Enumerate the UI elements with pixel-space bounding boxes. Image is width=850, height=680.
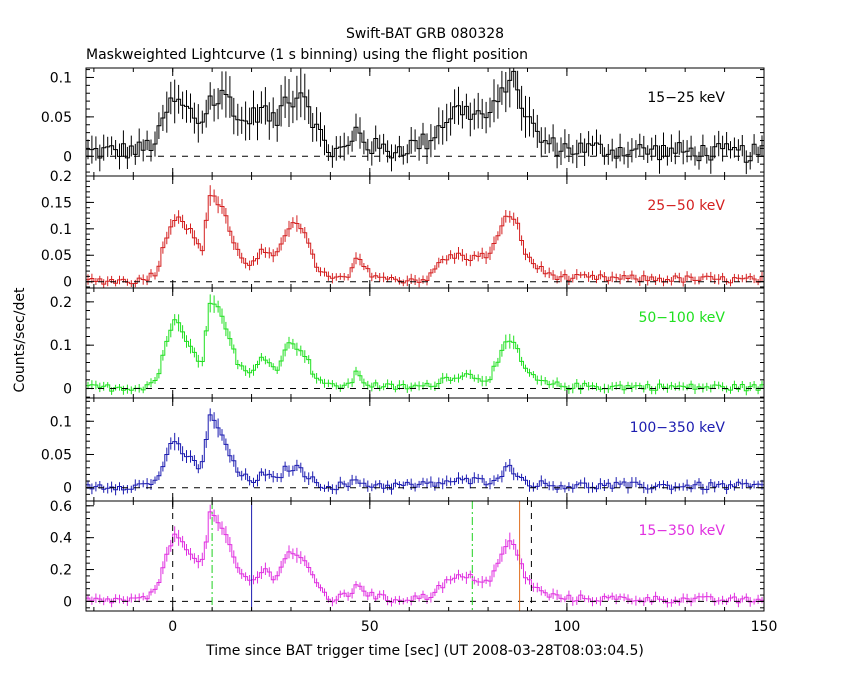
y-tick-label: 0.1: [50, 338, 72, 354]
panel-15-350-kev: 0 0.2 0.4 0.6 15−350 keV: [50, 499, 765, 612]
y-tick-label: 0.1: [50, 222, 72, 238]
y-tick-label: 0: [63, 149, 72, 165]
x-tick-label: 100: [554, 619, 581, 635]
y-tick-label: 0.15: [41, 195, 72, 211]
panel-frame: [85, 397, 765, 502]
lightcurve-line: [86, 414, 764, 491]
panel-frame: [85, 67, 765, 177]
y-tick-label: 0.2: [50, 295, 72, 311]
error-bars: [87, 68, 763, 175]
chart-subtitle: Maskweighted Lightcurve (1 s binning) us…: [86, 47, 528, 63]
panel-25-50-kev: 0 0.05 0.1 0.15 0.2 25−50 keV: [41, 169, 765, 291]
chart-title: Swift-BAT GRB 080328: [346, 26, 504, 42]
panel-frame: [85, 175, 765, 289]
panel-50-100-kev: 0 0.1 0.2 50−100 keV: [50, 287, 765, 399]
y-tick-label: 0.05: [41, 110, 72, 126]
lightcurve-line: [86, 302, 764, 392]
y-tick-label: 0.1: [50, 70, 72, 86]
panel-15-25-kev: 0 0.05 0.1 15−25 keV: [41, 67, 765, 177]
band-label: 50−100 keV: [638, 310, 725, 326]
y-tick-label: 0.4: [50, 531, 72, 547]
panel-100-350-kev: 0 0.05 0.1 100−350 keV: [41, 397, 765, 502]
lightcurve-line: [86, 70, 764, 163]
x-tick-label: 0: [168, 619, 177, 635]
band-label: 25−50 keV: [647, 198, 725, 214]
panel-stack: 0 0.05 0.1 15−25 keV 0 0.05 0.1 0.15 0.2 25−50 ke…: [41, 67, 778, 635]
y-tick-label: 0.05: [41, 447, 72, 463]
x-tick-label: 50: [361, 619, 379, 635]
y-tick-label: 0.05: [41, 248, 72, 264]
panel-frame: [85, 287, 765, 399]
band-label: 15−25 keV: [647, 90, 725, 106]
y-tick-label: 0.6: [50, 499, 72, 515]
y-tick-label: 0: [63, 275, 72, 291]
y-tick-label: 0.2: [50, 169, 72, 185]
y-axis-label: Counts/sec/det: [12, 287, 28, 392]
y-tick-label: 0: [63, 381, 72, 397]
error-bars: [87, 504, 763, 608]
x-tick-label: 150: [751, 619, 778, 635]
lightcurve-line: [86, 195, 764, 285]
y-tick-label: 0: [63, 481, 72, 497]
x-axis-label: Time since BAT trigger time [sec] (UT 20…: [205, 643, 644, 659]
y-tick-label: 0: [63, 594, 72, 610]
lightcurve-line: [86, 511, 764, 604]
panel-frame: [85, 500, 765, 612]
y-tick-label: 0.2: [50, 563, 72, 579]
y-tick-label: 0.1: [50, 414, 72, 430]
band-label: 15−350 keV: [638, 523, 725, 539]
band-label: 100−350 keV: [630, 420, 726, 436]
